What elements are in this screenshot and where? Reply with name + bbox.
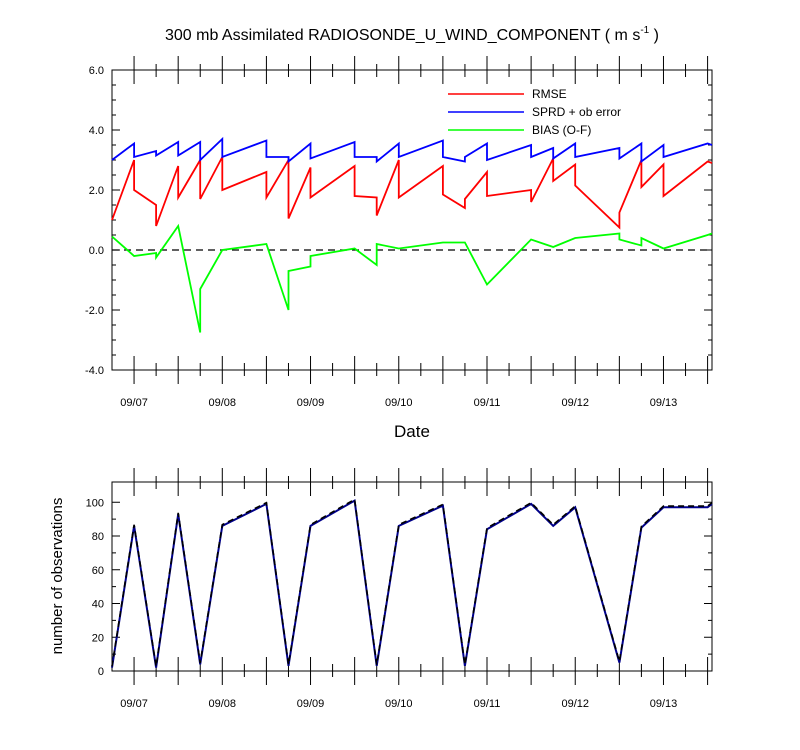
observations-count-dashed-line bbox=[111, 498, 713, 667]
series-sprd-line bbox=[111, 136, 713, 164]
x-axis-label: Date bbox=[394, 422, 430, 441]
x-tick-label: 09/11 bbox=[474, 397, 501, 409]
x-tick-label: 09/11 bbox=[474, 698, 501, 710]
y-tick-label: 100 bbox=[86, 497, 104, 509]
legend-label-bias: BIAS (O-F) bbox=[532, 123, 591, 137]
legend-label-sprd: SPRD + ob error bbox=[532, 105, 621, 119]
y-tick-label: -4.0 bbox=[85, 365, 104, 377]
x-tick-label: 09/08 bbox=[209, 698, 237, 710]
observations-count-line bbox=[111, 498, 713, 668]
y-tick-label: 2.0 bbox=[89, 185, 104, 197]
legend-label-rmse: RMSE bbox=[532, 87, 567, 101]
y-tick-label: 0.0 bbox=[89, 245, 104, 257]
y-tick-label: 4.0 bbox=[89, 125, 104, 137]
x-tick-label: 09/13 bbox=[650, 397, 678, 409]
x-tick-label: 09/12 bbox=[561, 397, 589, 409]
x-tick-label: 09/09 bbox=[297, 397, 325, 409]
x-tick-label: 09/10 bbox=[385, 698, 413, 710]
legend: RMSE SPRD + ob error BIAS (O-F) bbox=[448, 87, 621, 137]
y-tick-label: 60 bbox=[92, 565, 104, 577]
series-bias-line bbox=[111, 223, 713, 333]
bottom-plot-frame bbox=[111, 481, 713, 672]
x-tick-label: 09/10 bbox=[385, 397, 413, 409]
top-plot-frame bbox=[111, 69, 713, 371]
x-tick-label: 09/12 bbox=[561, 698, 589, 710]
bottom-panel: 100 80 60 40 20 0 09/07 09/08 09/09 09/10 09/11 09… bbox=[49, 468, 713, 710]
top-panel: 6.0 4.0 2.0 0.0 -2.0 -4.0 09/07 09/08 09/09 09/1… bbox=[85, 56, 713, 441]
x-tick-label: 09/09 bbox=[297, 698, 325, 710]
y-tick-label: 40 bbox=[92, 599, 104, 611]
x-tick-label: 09/07 bbox=[120, 698, 148, 710]
x-tick-label: 09/08 bbox=[209, 397, 237, 409]
y-tick-label: 20 bbox=[92, 632, 104, 644]
y-tick-label: 0 bbox=[98, 666, 104, 678]
chart-title: 300 mb Assimilated RADIOSONDE_U_WIND_COM… bbox=[165, 25, 659, 44]
y-tick-label: -2.0 bbox=[85, 305, 104, 317]
series-rmse-line bbox=[111, 156, 713, 230]
x-tick-label: 09/07 bbox=[120, 397, 148, 409]
bottom-y-axis-label: number of observations bbox=[49, 498, 66, 655]
y-tick-label: 80 bbox=[92, 531, 104, 543]
x-tick-label: 09/13 bbox=[650, 698, 678, 710]
y-tick-label: 6.0 bbox=[89, 65, 104, 77]
